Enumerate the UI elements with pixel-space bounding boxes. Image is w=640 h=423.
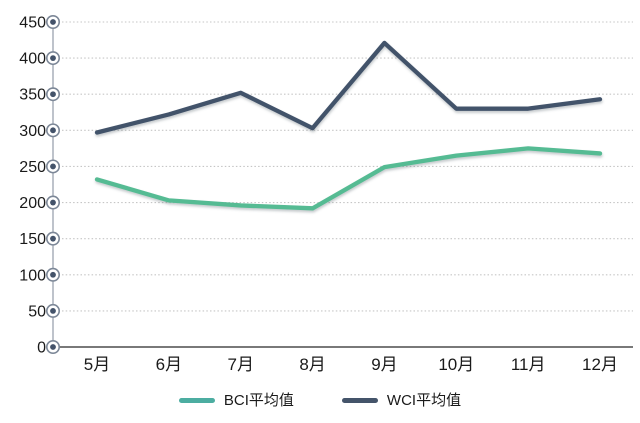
x-tick-label: 7月 [227, 355, 253, 374]
x-tick-label: 10月 [438, 355, 474, 374]
wci-legend-label: WCI平均值 [386, 392, 462, 409]
legend-item-wci: WCI平均值 [341, 392, 462, 409]
bci-legend-swatch-icon [178, 398, 215, 403]
y-axis-marker-icon [50, 271, 56, 278]
y-tick-label: 50 [28, 303, 46, 320]
bci-legend-label: BCI平均值 [223, 392, 294, 409]
y-axis-marker-icon [50, 19, 56, 25]
y-axis-marker-icon [50, 344, 56, 350]
y-tick-label: 450 [19, 15, 46, 32]
y-tick-label: 350 [19, 87, 46, 104]
legend-item-bci: BCI平均值 [178, 392, 294, 409]
y-axis-marker-icon [50, 163, 56, 170]
y-tick-label: 200 [19, 195, 46, 212]
y-axis-marker-icon [50, 91, 56, 98]
y-tick-label: 300 [19, 123, 46, 140]
x-tick-label: 12月 [582, 355, 618, 374]
wci-series-line [94, 40, 603, 135]
chart-legend: BCI平均值 WCI平均值 [0, 393, 640, 408]
wci-legend-swatch-icon [341, 398, 378, 403]
x-tick-label: 5月 [84, 355, 110, 374]
y-axis-marker-icon [50, 307, 56, 314]
y-tick-label: 100 [19, 267, 46, 284]
y-axis-marker-icon [50, 199, 56, 206]
bci-series-line [94, 146, 603, 211]
x-tick-label: 9月 [371, 355, 397, 374]
y-axis-marker-icon [50, 235, 56, 242]
y-tick-label: 0 [37, 340, 46, 357]
x-tick-label: 11月 [511, 355, 546, 374]
y-tick-label: 150 [19, 231, 46, 248]
y-axis-marker-icon [50, 127, 56, 134]
y-tick-label: 400 [19, 51, 46, 68]
y-axis-marker-icon [50, 55, 56, 62]
x-tick-label: 8月 [299, 355, 325, 374]
x-tick-label: 6月 [156, 355, 182, 374]
y-tick-label: 250 [19, 159, 46, 176]
